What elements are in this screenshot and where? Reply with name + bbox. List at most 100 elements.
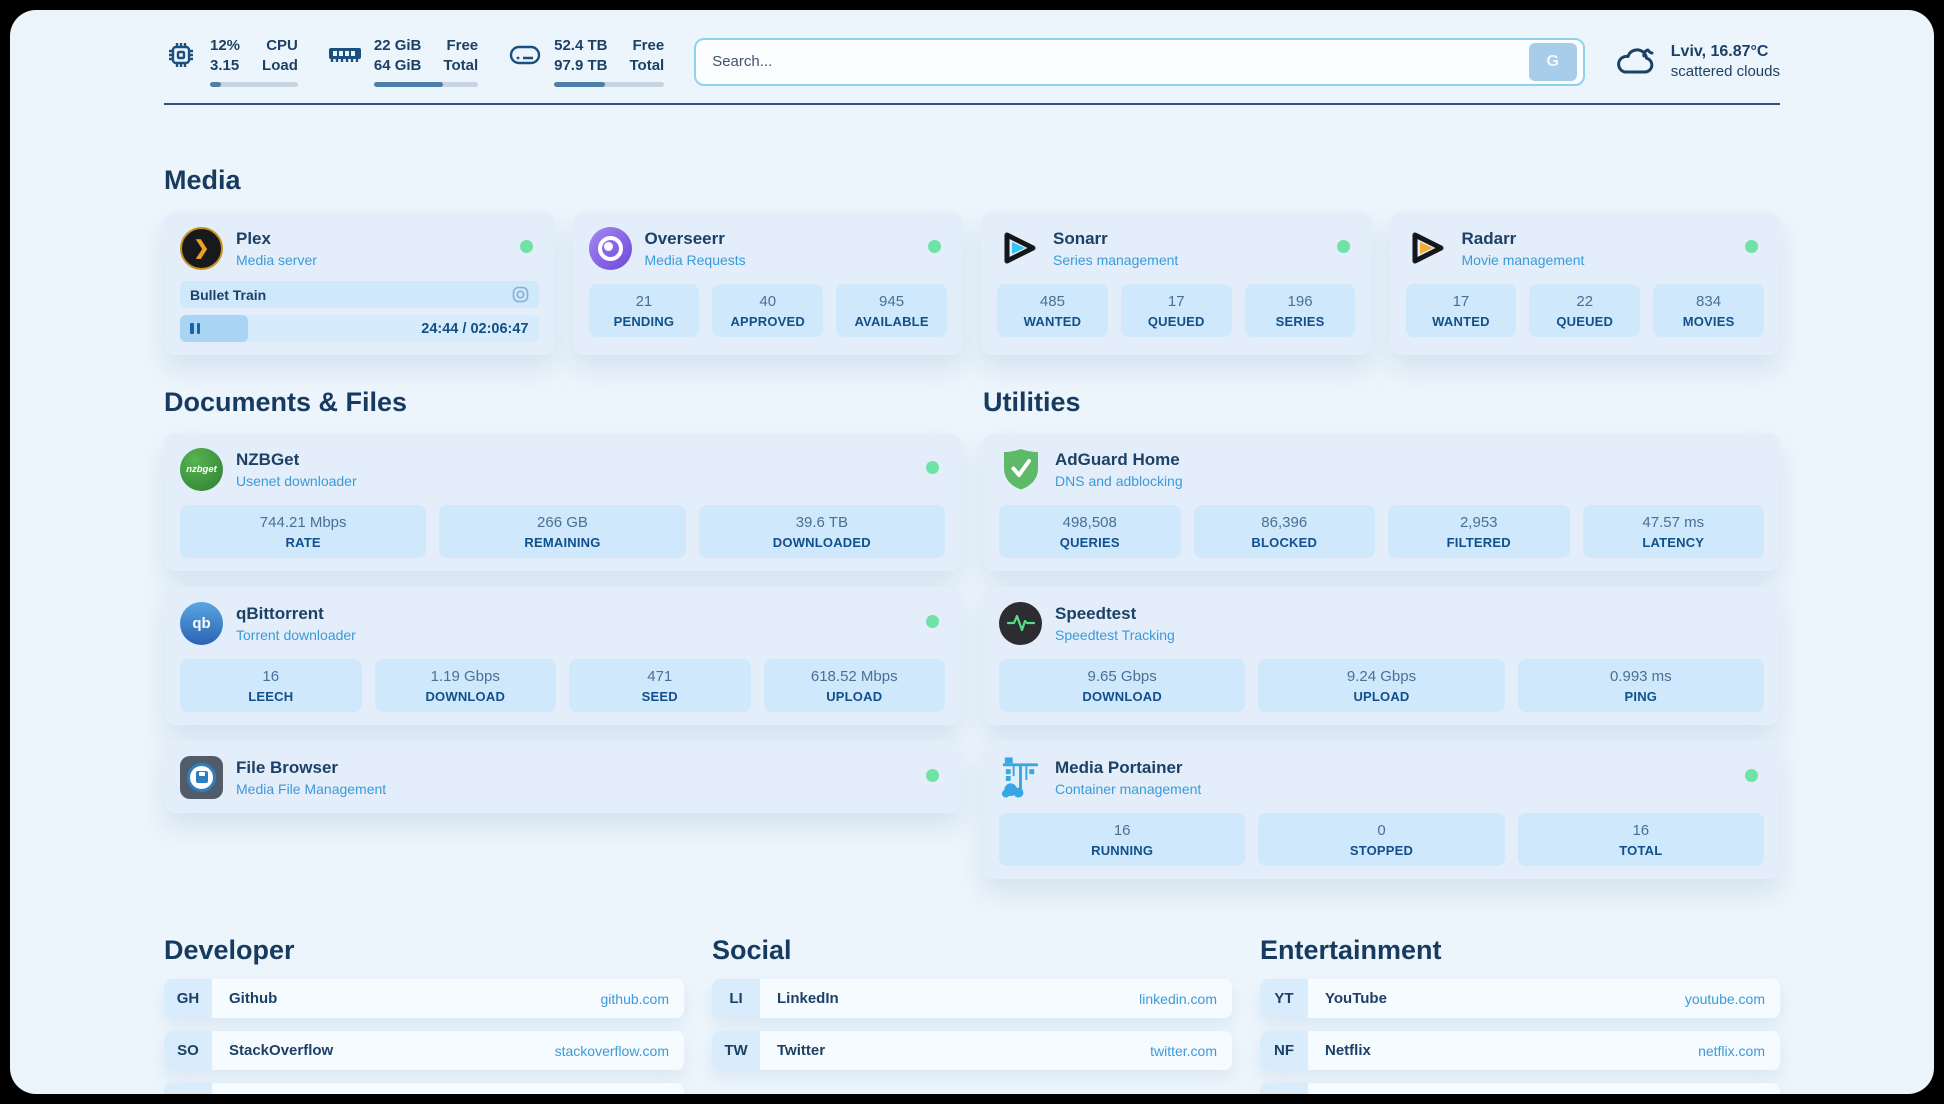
stat-pill-value: 744.21 Mbps bbox=[259, 514, 347, 531]
link-row-github[interactable]: GH Github github.com bbox=[164, 979, 684, 1018]
search-bar: G bbox=[694, 37, 1585, 86]
stat-pill: 86,396 BLOCKED bbox=[1193, 505, 1375, 558]
documents-heading: Documents & Files bbox=[164, 387, 408, 417]
section-developer: Developer GH Github github.com SO StackO… bbox=[164, 935, 684, 1094]
disk-progress-fill bbox=[554, 82, 605, 87]
stat-pill-label: WANTED bbox=[1432, 314, 1490, 329]
weather-widget: Lviv, 16.87°C scattered clouds bbox=[1615, 43, 1780, 80]
adguard-subtitle: DNS and adblocking bbox=[1055, 472, 1183, 489]
portainer-icon bbox=[999, 756, 1042, 799]
entertainment-heading: Entertainment bbox=[1260, 935, 1442, 965]
stat-pill-value: 21 bbox=[635, 293, 653, 310]
disk-total: 97.9 TB bbox=[554, 56, 608, 74]
stat-pill-label: REMAINING bbox=[524, 535, 601, 550]
cpu-load-avg: 3.15 bbox=[210, 56, 240, 74]
search-button[interactable]: G bbox=[1528, 42, 1577, 81]
filebrowser-title: File Browser bbox=[236, 757, 339, 777]
radarr-card[interactable]: Radarr Movie management 17 WANTED 22 QUE… bbox=[1389, 212, 1780, 355]
stat-pill-label: QUEUED bbox=[1556, 314, 1614, 329]
stat-pill-value: 618.52 Mbps bbox=[810, 668, 898, 685]
stat-pill: 945 AVAILABLE bbox=[836, 284, 947, 337]
cpu-progress-fill bbox=[210, 82, 221, 87]
stat-pill-value: 9.24 Gbps bbox=[1346, 668, 1417, 685]
stat-pill-value: 0.993 ms bbox=[1609, 668, 1672, 685]
stat-pill: 39.6 TB DOWNLOADED bbox=[698, 505, 945, 558]
stat-pill-value: 17 bbox=[1167, 293, 1185, 310]
stat-pill: 9.65 Gbps DOWNLOAD bbox=[999, 659, 1246, 712]
link-url: youtube.com bbox=[1684, 990, 1765, 1007]
stat-pill-label: SEED bbox=[641, 689, 678, 704]
cpu-label: CPU bbox=[266, 37, 298, 54]
filebrowser-card[interactable]: File Browser Media File Management bbox=[164, 741, 961, 813]
social-heading: Social bbox=[712, 935, 792, 965]
link-name: YouTube bbox=[1325, 990, 1387, 1007]
session-info-icon[interactable] bbox=[512, 286, 529, 303]
overseerr-icon bbox=[588, 226, 632, 270]
overseerr-title: Overseerr bbox=[644, 228, 725, 248]
stat-pill: 16 RUNNING bbox=[999, 813, 1246, 866]
link-row-twitter[interactable]: TW Twitter twitter.com bbox=[712, 1031, 1232, 1070]
portainer-status-dot bbox=[1745, 769, 1758, 782]
stat-pill-label: PING bbox=[1624, 689, 1658, 704]
stat-pill-label: MOVIES bbox=[1682, 314, 1735, 329]
link-row-linkedin[interactable]: LI LinkedIn linkedin.com bbox=[712, 979, 1232, 1018]
stat-pill-value: 16 bbox=[1113, 822, 1131, 839]
nzbget-card[interactable]: nzbget NZBGet Usenet downloader 744.21 M… bbox=[164, 433, 961, 571]
utilities-heading: Utilities bbox=[983, 387, 1081, 417]
memory-icon bbox=[328, 38, 362, 72]
speedtest-card[interactable]: Speedtest Speedtest Tracking 9.65 Gbps D… bbox=[983, 587, 1780, 725]
stat-pill-value: 22 bbox=[1576, 293, 1594, 310]
link-abbr: YT bbox=[1260, 979, 1308, 1018]
link-url: netflix.com bbox=[1698, 1042, 1765, 1059]
link-url: reddit.com bbox=[1700, 1083, 1780, 1094]
plex-status-dot bbox=[519, 240, 533, 253]
link-name: Netflix bbox=[1325, 1042, 1371, 1059]
stat-pill-label: UPLOAD bbox=[1353, 689, 1410, 704]
developer-heading: Developer bbox=[164, 935, 295, 965]
stat-pill-value: 86,396 bbox=[1261, 514, 1308, 531]
plex-subtitle: Media server bbox=[236, 251, 317, 268]
link-name: StackOverflow bbox=[229, 1042, 334, 1059]
pause-icon[interactable] bbox=[190, 323, 200, 334]
stat-pill-label: RUNNING bbox=[1091, 843, 1154, 858]
portainer-card[interactable]: Media Portainer Container management 16 … bbox=[983, 741, 1780, 879]
stat-pill: 471 SEED bbox=[569, 659, 751, 712]
link-row-dev[interactable]: DT DEV dev.to bbox=[164, 1083, 684, 1094]
stat-pill-label: RATE bbox=[285, 535, 321, 550]
stat-pill: 47.57 ms LATENCY bbox=[1582, 505, 1764, 558]
link-row-youtube[interactable]: YT YouTube youtube.com bbox=[1260, 979, 1780, 1018]
stat-pill-value: 498,508 bbox=[1062, 514, 1117, 531]
link-row-netflix[interactable]: NF Netflix netflix.com bbox=[1260, 1031, 1780, 1070]
radarr-status-dot bbox=[1745, 240, 1758, 253]
speedtest-subtitle: Speedtest Tracking bbox=[1055, 626, 1175, 643]
plex-card[interactable]: ❯ Plex Media server Bullet Train bbox=[164, 212, 555, 355]
media-heading: Media bbox=[164, 165, 241, 195]
adguard-card[interactable]: AdGuard Home DNS and adblocking 498,508 … bbox=[983, 433, 1780, 571]
stat-pill: 834 MOVIES bbox=[1653, 284, 1764, 337]
stat-pill: 17 WANTED bbox=[1405, 284, 1517, 337]
stat-pill: 40 APPROVED bbox=[712, 284, 824, 337]
link-abbr: TW bbox=[712, 1031, 760, 1070]
stat-pill: 16 LEECH bbox=[180, 659, 362, 712]
cpu-load-percent: 12% bbox=[210, 37, 241, 54]
overseerr-card[interactable]: Overseerr Media Requests 21 PENDING 40 A… bbox=[572, 212, 963, 355]
adguard-title: AdGuard Home bbox=[1055, 449, 1180, 469]
memory-progress-track bbox=[373, 82, 479, 87]
search-input[interactable] bbox=[712, 53, 1529, 70]
filebrowser-subtitle: Media File Management bbox=[236, 780, 387, 797]
link-row-reddit[interactable]: RE Reddit reddit.com bbox=[1260, 1083, 1780, 1094]
link-row-stackoverflow[interactable]: SO StackOverflow stackoverflow.com bbox=[164, 1031, 684, 1070]
link-name: DEV bbox=[212, 1083, 260, 1094]
stat-pill-value: 834 bbox=[1696, 293, 1722, 310]
memory-progress-fill bbox=[373, 82, 443, 87]
stat-pill-label: WANTED bbox=[1023, 314, 1082, 329]
qbittorrent-card[interactable]: qb qBittorrent Torrent downloader 16 LEE… bbox=[164, 587, 961, 725]
plex-icon: ❯ bbox=[180, 226, 223, 270]
stat-pill-value: 39.6 TB bbox=[795, 514, 848, 531]
link-abbr: RE bbox=[1260, 1083, 1308, 1094]
stat-pill-label: LEECH bbox=[248, 689, 294, 704]
sonarr-card[interactable]: Sonarr Series management 485 WANTED 17 Q… bbox=[981, 212, 1372, 355]
radarr-title: Radarr bbox=[1461, 228, 1517, 248]
section-utilities: Utilities AdGuard Home DNS and a bbox=[983, 387, 1780, 879]
